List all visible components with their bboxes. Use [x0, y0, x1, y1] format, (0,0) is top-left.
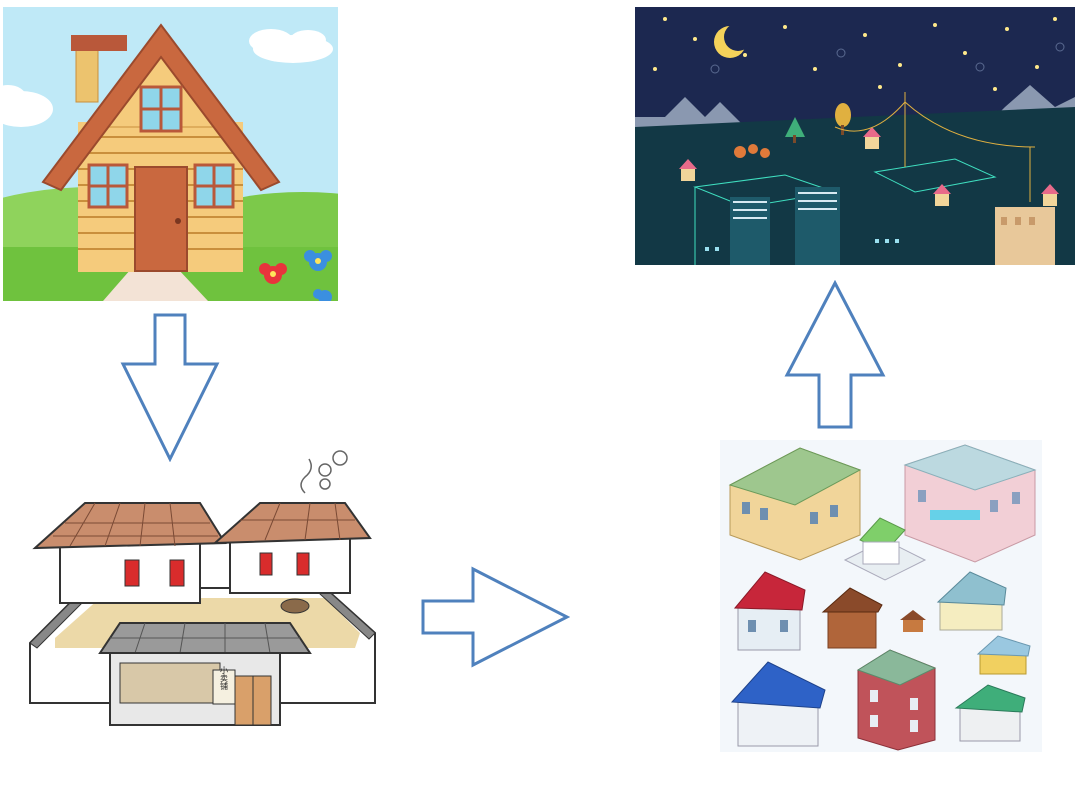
modern-houses-panel — [720, 440, 1042, 752]
courtyard-panel: 小卖铺 — [29, 450, 376, 726]
house-icon — [843, 517, 927, 581]
building-icon — [995, 207, 1055, 265]
doghouse-icon — [900, 610, 926, 632]
house-icon — [730, 661, 826, 747]
arrow-right-icon — [421, 566, 570, 668]
house-icon — [679, 159, 697, 181]
shop-sign-label: 小卖铺 — [220, 666, 229, 691]
house-icon — [954, 684, 1026, 742]
well-icon — [280, 598, 310, 614]
tree-icon — [785, 117, 805, 143]
building-icon — [903, 444, 1037, 563]
arrow-down-icon — [120, 313, 220, 462]
window-icon — [139, 85, 183, 133]
building-icon — [730, 197, 770, 265]
flower-icon — [313, 289, 332, 301]
window-icon — [193, 163, 235, 209]
shop-sign — [212, 669, 236, 705]
flower-icon — [304, 250, 332, 271]
house-icon — [863, 127, 881, 149]
smoke-icon — [300, 450, 348, 494]
star-icon — [653, 17, 1057, 91]
house-icon — [1041, 184, 1059, 206]
cloud-icon — [249, 29, 333, 63]
arrow-up-icon — [784, 280, 886, 429]
flower-icon — [259, 263, 287, 284]
building-icon — [795, 187, 840, 265]
cloud-icon — [3, 85, 53, 127]
window-icon — [87, 163, 129, 209]
building-icon — [728, 447, 862, 561]
building-icon — [856, 649, 937, 751]
night-city-panel — [635, 7, 1075, 265]
house-icon — [976, 635, 1031, 675]
house-icon — [936, 571, 1007, 631]
cabin-icon — [821, 587, 883, 649]
log-cabin-panel — [3, 7, 338, 301]
house-icon — [933, 184, 951, 206]
house-icon — [733, 571, 806, 651]
moon-icon — [714, 23, 752, 58]
